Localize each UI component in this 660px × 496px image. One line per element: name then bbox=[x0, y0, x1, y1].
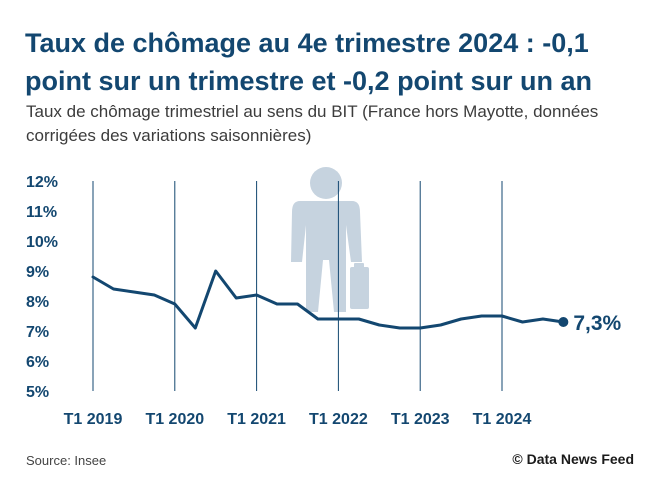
y-tick-label: 7% bbox=[26, 324, 49, 341]
y-tick-label: 12% bbox=[26, 174, 58, 191]
chart-subtitle: Taux de chômage trimestriel au sens du B… bbox=[26, 102, 599, 145]
businessman-with-briefcase-icon bbox=[291, 167, 369, 312]
y-tick-label: 9% bbox=[26, 264, 49, 281]
last-value-label: 7,3% bbox=[573, 312, 621, 335]
series-line bbox=[91, 269, 565, 330]
x-tick-label: T1 2024 bbox=[473, 411, 532, 428]
last-data-point bbox=[558, 317, 569, 327]
y-tick-label: 8% bbox=[26, 294, 49, 311]
x-tick-label: T1 2021 bbox=[227, 411, 286, 428]
y-tick-label: 5% bbox=[26, 384, 49, 401]
credit-label: © Data News Feed bbox=[512, 451, 634, 467]
y-tick-label: 11% bbox=[26, 204, 57, 221]
source-note: Source: Insee bbox=[26, 453, 107, 468]
y-tick-label: 6% bbox=[26, 354, 49, 371]
x-tick-label: T1 2020 bbox=[145, 411, 204, 428]
y-tick-label: 10% bbox=[26, 234, 58, 251]
x-tick-label: T1 2022 bbox=[309, 411, 368, 428]
x-tick-label: T1 2023 bbox=[391, 411, 450, 428]
x-tick-label: T1 2019 bbox=[64, 411, 123, 428]
chart-title: Taux de chômage au 4e trimestre 2024 : -… bbox=[25, 28, 593, 96]
